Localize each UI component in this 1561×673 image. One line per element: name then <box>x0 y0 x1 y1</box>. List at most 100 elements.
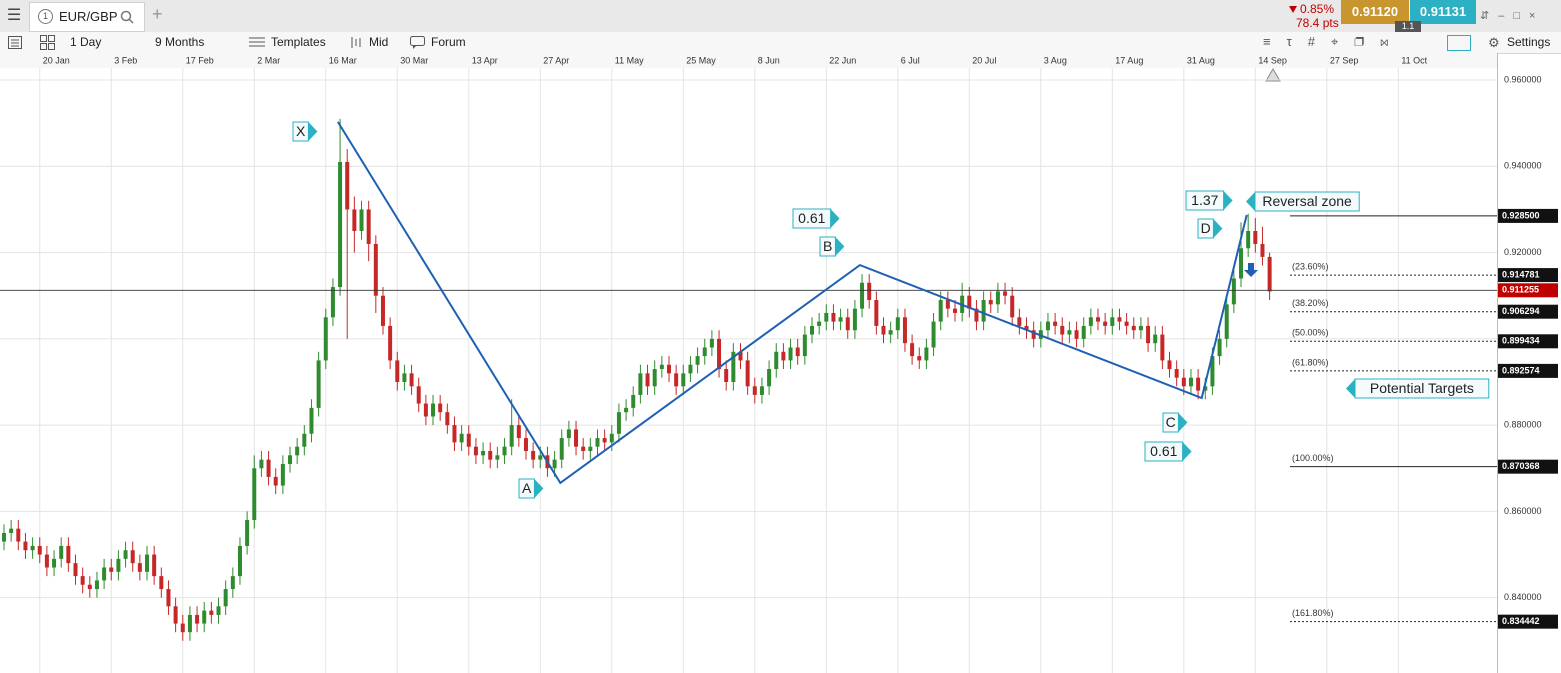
x-tick-label: 3 Feb <box>114 55 137 65</box>
level-label: (161.80%) <box>1292 608 1334 618</box>
candle-body <box>1096 317 1101 322</box>
settings-icon[interactable]: ⚙ <box>1488 35 1500 50</box>
window-controls[interactable]: ⇵–□× <box>1480 10 1545 22</box>
candle-body <box>831 312 836 322</box>
candle-body <box>109 567 114 572</box>
candle-body <box>788 347 793 361</box>
candle-body <box>1267 256 1272 292</box>
candle-body <box>445 412 450 426</box>
candle-body <box>717 338 722 370</box>
annotation-text: Reversal zone <box>1262 193 1352 209</box>
candle-body <box>416 386 421 404</box>
candle-body <box>37 545 42 555</box>
candle-body <box>809 325 814 335</box>
candle-body <box>295 446 300 456</box>
candle-body <box>1081 325 1086 339</box>
forum-icon <box>410 36 425 49</box>
candle-body <box>795 347 800 357</box>
candle-body <box>237 545 242 577</box>
annotation: A <box>518 478 544 499</box>
candle-body <box>2 532 7 542</box>
level-price-label: 0.928500 <box>1502 210 1540 220</box>
candle-body <box>981 300 986 322</box>
candle-body <box>724 369 729 382</box>
annotation-arrow <box>1246 192 1255 211</box>
candle-body <box>1003 291 1008 296</box>
candle-body <box>1210 356 1215 387</box>
overlays: 0.911255 0.928500 (23.60%) 0.914781 (38.20%)… <box>0 121 1558 629</box>
candle-body <box>266 459 271 477</box>
candle-body <box>674 373 679 387</box>
tab-number: 1 <box>38 9 53 24</box>
instrument-tab[interactable]: 1 EUR/GBP <box>29 2 145 32</box>
level-price-box <box>1498 304 1558 319</box>
candle-body <box>1017 317 1022 326</box>
candle-body <box>44 554 49 568</box>
x-tick-label: 16 Mar <box>329 55 357 65</box>
candle-body <box>473 446 478 456</box>
buy-price[interactable]: 0.91131 <box>1410 0 1476 24</box>
candle-body <box>252 468 257 521</box>
price-change: 0.85% <box>1300 2 1335 16</box>
candle-body <box>874 300 879 326</box>
candle-body <box>209 610 214 615</box>
x-tick-label: 25 May <box>686 55 716 65</box>
label-tool[interactable] <box>1447 35 1471 51</box>
tool-icons[interactable]: ≡τ#⌖❐⋈ <box>1263 34 1405 49</box>
interval[interactable]: 1 Day <box>70 35 102 49</box>
sell-price[interactable]: 0.91120 <box>1341 0 1409 24</box>
candle-body <box>860 282 865 309</box>
x-tick-label: 17 Aug <box>1115 55 1143 65</box>
scroll-marker[interactable] <box>1265 68 1281 82</box>
candle-body <box>609 433 614 443</box>
candle-body <box>173 606 178 624</box>
candle-body <box>80 576 85 585</box>
candle-body <box>1153 334 1158 344</box>
candle-body <box>1146 325 1151 344</box>
candle-body <box>817 321 822 326</box>
candle-body <box>867 282 872 301</box>
annotation-arrow <box>1182 442 1192 461</box>
candle-body <box>230 576 235 590</box>
candle-body <box>1239 248 1244 279</box>
candle-body <box>931 321 936 348</box>
candle-body <box>574 429 579 447</box>
templates[interactable]: Templates <box>271 35 326 49</box>
candle-body <box>309 407 314 434</box>
candle-body <box>202 610 207 624</box>
candle-body <box>881 325 886 335</box>
candle-body <box>216 606 221 615</box>
candle-body <box>1031 330 1036 339</box>
candle-body <box>767 369 772 387</box>
x-tick-label: 31 Aug <box>1187 55 1215 65</box>
annotation: B <box>819 236 845 257</box>
current-price-box <box>1498 283 1558 298</box>
candle-body <box>1231 278 1236 305</box>
layout-icon[interactable] <box>40 35 55 50</box>
search-icon[interactable] <box>120 10 134 24</box>
level-label: (100.00%) <box>1292 453 1334 463</box>
forum[interactable]: Forum <box>431 35 466 49</box>
x-tick-label: 14 Sep <box>1258 55 1287 65</box>
top-bar: ☰ 1 EUR/GBP + 0.85% 78.4 pts 0.91120 0.9… <box>0 0 1561 33</box>
candle-body <box>1203 386 1208 391</box>
templates-icon <box>249 37 265 47</box>
settings[interactable]: Settings <box>1507 35 1551 49</box>
annotation: 1.37 <box>1185 190 1233 211</box>
y-tick-label: 0.940000 <box>1504 161 1542 171</box>
price-type[interactable]: Mid <box>369 35 389 49</box>
candle-body <box>745 360 750 387</box>
candle-body <box>1074 330 1079 339</box>
level-label: (61.80%) <box>1292 357 1329 367</box>
add-tab[interactable]: + <box>152 4 163 24</box>
candle-body <box>1253 231 1258 244</box>
candle-body <box>395 360 400 382</box>
candle-body <box>895 317 900 331</box>
range[interactable]: 9 Months <box>155 35 205 49</box>
level-price-label: 0.892574 <box>1502 365 1540 375</box>
menu-button[interactable]: ☰ <box>6 7 22 24</box>
candle-body <box>1110 317 1115 326</box>
level-label: (38.20%) <box>1292 298 1329 308</box>
candle-body <box>559 438 564 460</box>
list-icon[interactable] <box>8 36 22 49</box>
